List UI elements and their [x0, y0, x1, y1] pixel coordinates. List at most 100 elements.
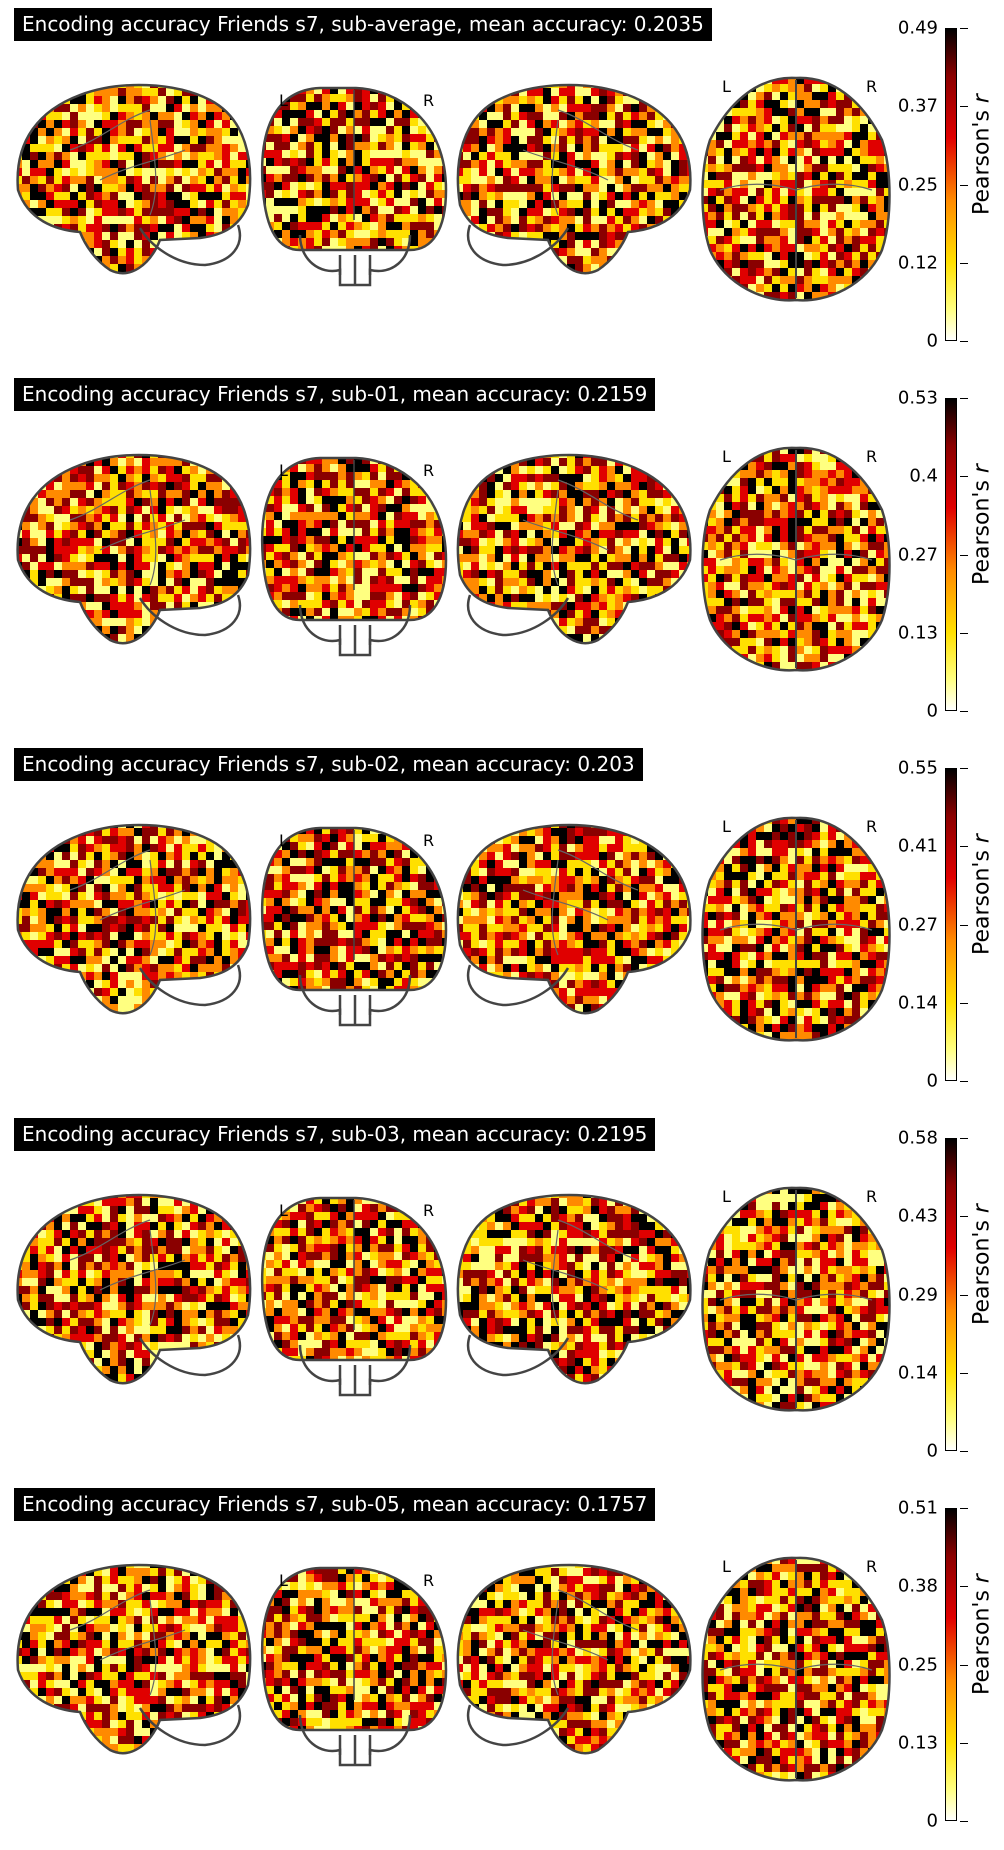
axial-right-label: R [866, 1557, 877, 1576]
colorbar-label: Pearson's r [969, 464, 995, 585]
coronal-right-label: R [423, 461, 434, 480]
glass-brain-panel: L R L R Encoding accuracy Friends s7, su… [0, 1480, 1004, 1850]
coronal-right-label: R [423, 831, 434, 850]
colorbar-tick-label: 0.27 [897, 544, 938, 565]
activation-map [457, 1194, 691, 1384]
colorbar-tick-label: 0.27 [897, 914, 938, 935]
left-lateral-view [16, 1563, 252, 1755]
colorbar-label: Pearson's r [969, 834, 995, 955]
colorbar-tick [960, 846, 968, 848]
colorbar-tick-label: 0 [926, 700, 938, 722]
colorbar-tick-label: 0.55 [897, 757, 938, 779]
colorbar-label: Pearson's r [969, 1204, 995, 1325]
coronal-right-label: R [423, 1201, 434, 1220]
coronal-left-label: L [279, 1201, 288, 1220]
left-lateral-view [16, 823, 252, 1015]
axial-view [701, 816, 891, 1042]
colorbar-tick [960, 924, 968, 926]
panel-title: Encoding accuracy Friends s7, sub-05, me… [14, 1488, 656, 1521]
colorbar-tick-label: 0.13 [897, 622, 938, 644]
panel-title: Encoding accuracy Friends s7, sub-02, me… [14, 748, 643, 781]
colorbar-tick [960, 341, 968, 342]
colorbar-tick [960, 398, 968, 399]
axial-view [701, 1556, 891, 1782]
coronal-view [260, 1196, 448, 1397]
right-lateral-view [456, 453, 692, 645]
colorbar-tick [960, 262, 968, 264]
colorbar-tick-label: 0 [926, 1810, 938, 1832]
colorbar-tick-label: 0.43 [897, 1205, 938, 1227]
colorbar-tick [960, 1294, 968, 1296]
activation-map [457, 824, 691, 1014]
colorbar-tick-label: 0.14 [897, 1362, 938, 1384]
colorbar-tick [960, 711, 968, 712]
glass-brain-panel: L R L R Encoding accuracy Friends s7, su… [0, 740, 1004, 1110]
coronal-view [260, 826, 448, 1027]
colorbar-tick-label: 0.51 [897, 1497, 938, 1519]
colorbar-tick [960, 1586, 968, 1588]
axial-right-label: R [866, 1187, 877, 1206]
colorbar-tick-label: 0.49 [897, 17, 938, 39]
colorbar-tick [960, 632, 968, 634]
axial-left-label: L [722, 1187, 731, 1206]
axial-left-label: L [722, 77, 731, 96]
colorbar-tick-label: 0 [926, 1070, 938, 1092]
colorbar-tick-label: 0.41 [897, 835, 938, 857]
colorbar-tick [960, 1664, 968, 1666]
colorbar-tick-label: 0.53 [897, 387, 938, 409]
colorbar-tick-label: 0 [926, 330, 938, 352]
glass-brain-views: L R L R [16, 816, 891, 1042]
colorbar-tick-label: 0.25 [897, 174, 938, 195]
panel-title: Encoding accuracy Friends s7, sub-averag… [14, 8, 712, 41]
colorbar-tick-label: 0.14 [897, 992, 938, 1014]
colorbar-tick [960, 1138, 968, 1139]
glass-brain-panel: L R L R Encoding accuracy Friends s7, su… [0, 370, 1004, 740]
activation-map [457, 84, 691, 274]
coronal-right-label: R [423, 1571, 434, 1590]
coronal-view [260, 86, 448, 287]
colorbar-tick [960, 1821, 968, 1822]
left-lateral-view [16, 1193, 252, 1385]
colorbar-tick-label: 0 [926, 1440, 938, 1462]
colorbar [945, 1138, 957, 1451]
colorbar [945, 28, 957, 341]
colorbar-label: Pearson's r [969, 1574, 995, 1695]
axial-left-label: L [722, 1557, 731, 1576]
colorbar-tick [960, 1451, 968, 1452]
activation-map [457, 454, 691, 644]
colorbar-tick-label: 0.12 [897, 252, 938, 274]
axial-view [701, 446, 891, 672]
colorbar-tick [960, 1081, 968, 1082]
axial-right-label: R [866, 77, 877, 96]
coronal-left-label: L [279, 91, 288, 110]
axial-view [701, 1186, 891, 1412]
right-lateral-view [456, 823, 692, 1015]
colorbar [945, 768, 957, 1081]
coronal-right-label: R [423, 91, 434, 110]
glass-brain-views: L R L R [16, 76, 891, 302]
activation-map [457, 1564, 691, 1754]
axial-left-label: L [722, 447, 731, 466]
glass-brain-panel: L R L R Encoding accuracy Friends s7, su… [0, 0, 1004, 370]
axial-right-label: R [866, 447, 877, 466]
colorbar [945, 398, 957, 711]
axial-right-label: R [866, 817, 877, 836]
coronal-view [260, 1566, 448, 1767]
colorbar-tick-label: 0.25 [897, 1654, 938, 1675]
glass-brain-views: L R L R [16, 446, 891, 672]
glass-brain-views: L R L R [16, 1556, 891, 1782]
colorbar-tick-label: 0.38 [897, 1575, 938, 1597]
panel-title: Encoding accuracy Friends s7, sub-01, me… [14, 378, 656, 411]
colorbar-tick [960, 1508, 968, 1509]
right-lateral-view [456, 83, 692, 275]
colorbar-tick-label: 0.37 [897, 95, 938, 117]
colorbar-tick [960, 1216, 968, 1218]
right-lateral-view [456, 1193, 692, 1385]
colorbar-tick [960, 1742, 968, 1744]
panel-title: Encoding accuracy Friends s7, sub-03, me… [14, 1118, 656, 1151]
coronal-left-label: L [279, 1571, 288, 1590]
left-lateral-view [16, 453, 252, 645]
coronal-left-label: L [279, 461, 288, 480]
colorbar-tick [960, 184, 968, 186]
colorbar-tick [960, 768, 968, 769]
